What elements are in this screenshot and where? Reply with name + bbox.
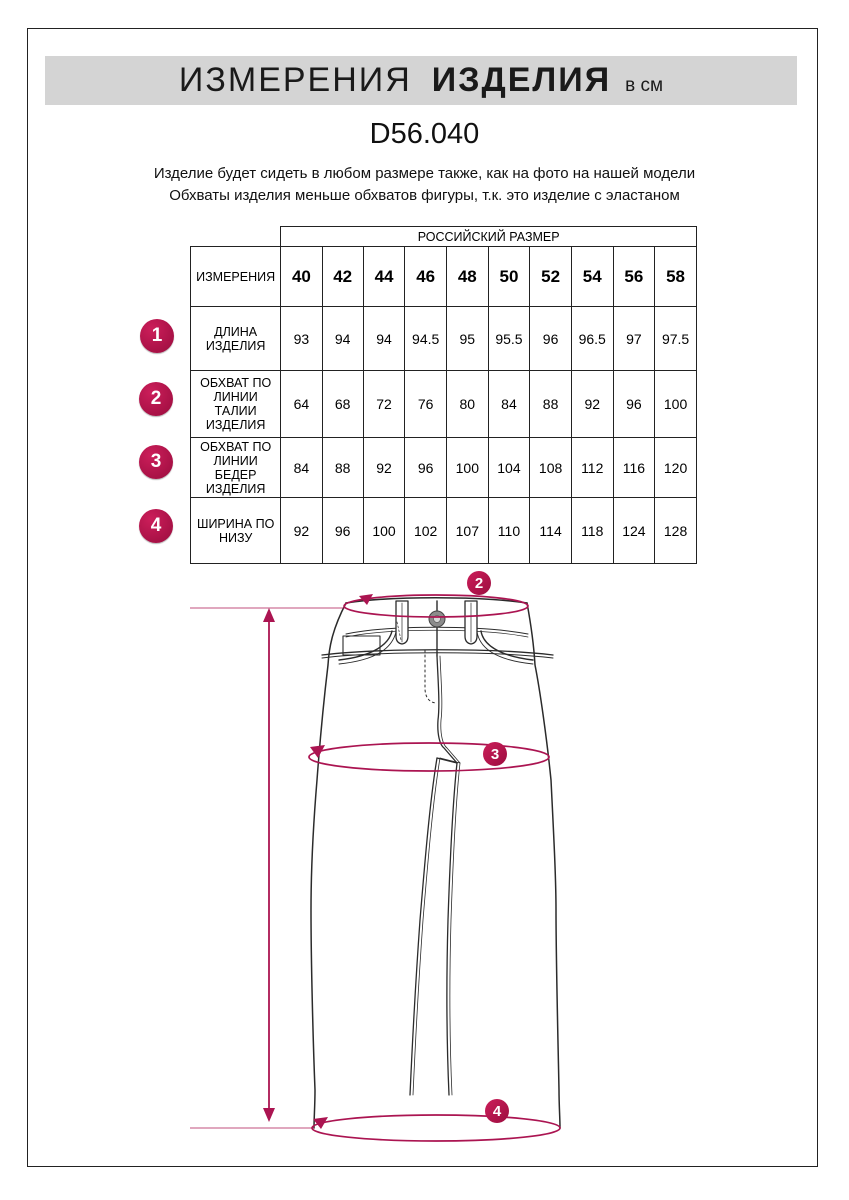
svg-text:3: 3 <box>491 746 499 763</box>
svg-text:2: 2 <box>475 575 483 592</box>
svg-text:4: 4 <box>493 1103 502 1120</box>
